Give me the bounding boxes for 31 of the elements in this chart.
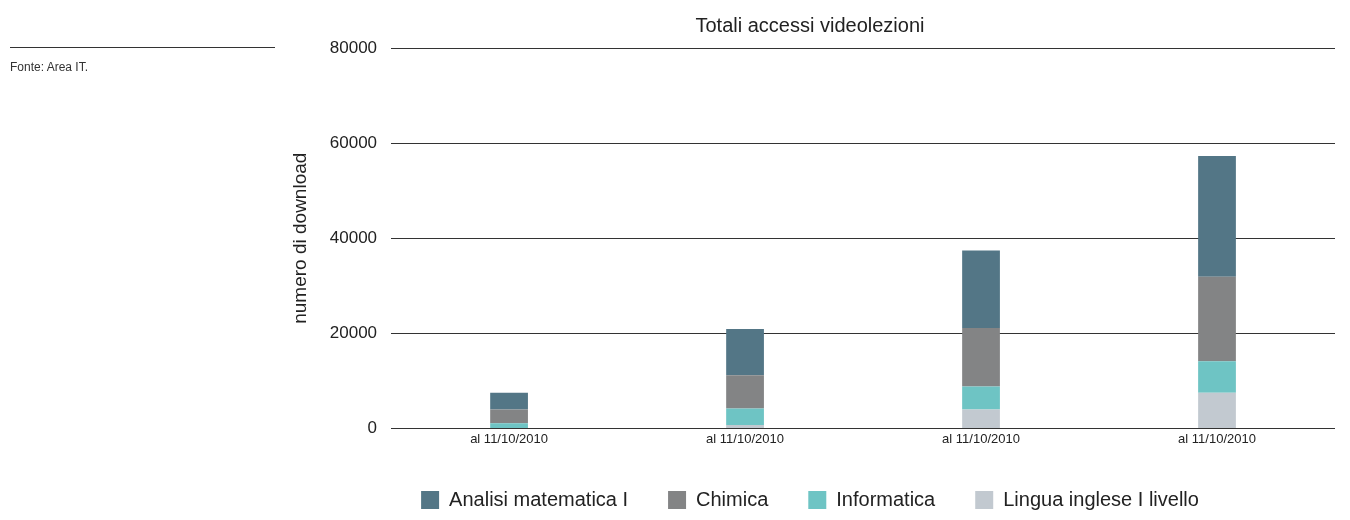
source-note: Fonte: Area IT. [10,60,90,74]
bar [1198,276,1236,362]
bar [726,375,764,409]
bar [962,250,1000,329]
y-tick-label: 40000 [329,227,378,247]
x-tick-label: al 11/10/2010 [706,430,784,446]
bar [962,328,1000,387]
bar [726,329,764,376]
bar [962,409,1000,428]
bar [490,392,528,410]
y-tick-label: 20000 [329,322,378,342]
bar [490,423,528,428]
y-tick-label: 80000 [329,37,378,57]
bar [726,408,764,426]
bar [1198,155,1236,277]
y-tick-label: 60000 [329,132,378,152]
chart-title: Totali accessi videolezioni [695,13,925,36]
y-axis-title: numero di download [288,152,310,324]
legend-label: Analisi matematica I [449,487,629,510]
x-tick-label: al 11/10/2010 [942,430,1020,446]
legend-label: Informatica [836,487,937,510]
bar [962,386,1000,410]
legend-label: Chimica [696,487,770,510]
bar [1198,361,1236,393]
legend-label: Lingua inglese I livello [1003,487,1199,510]
y-tick-label: 0 [367,418,378,438]
x-tick-label: al 11/10/2010 [470,430,548,446]
bar [1198,392,1236,428]
bar [490,409,528,424]
bar [726,425,764,428]
x-tick-label: al 11/10/2010 [1178,430,1256,446]
